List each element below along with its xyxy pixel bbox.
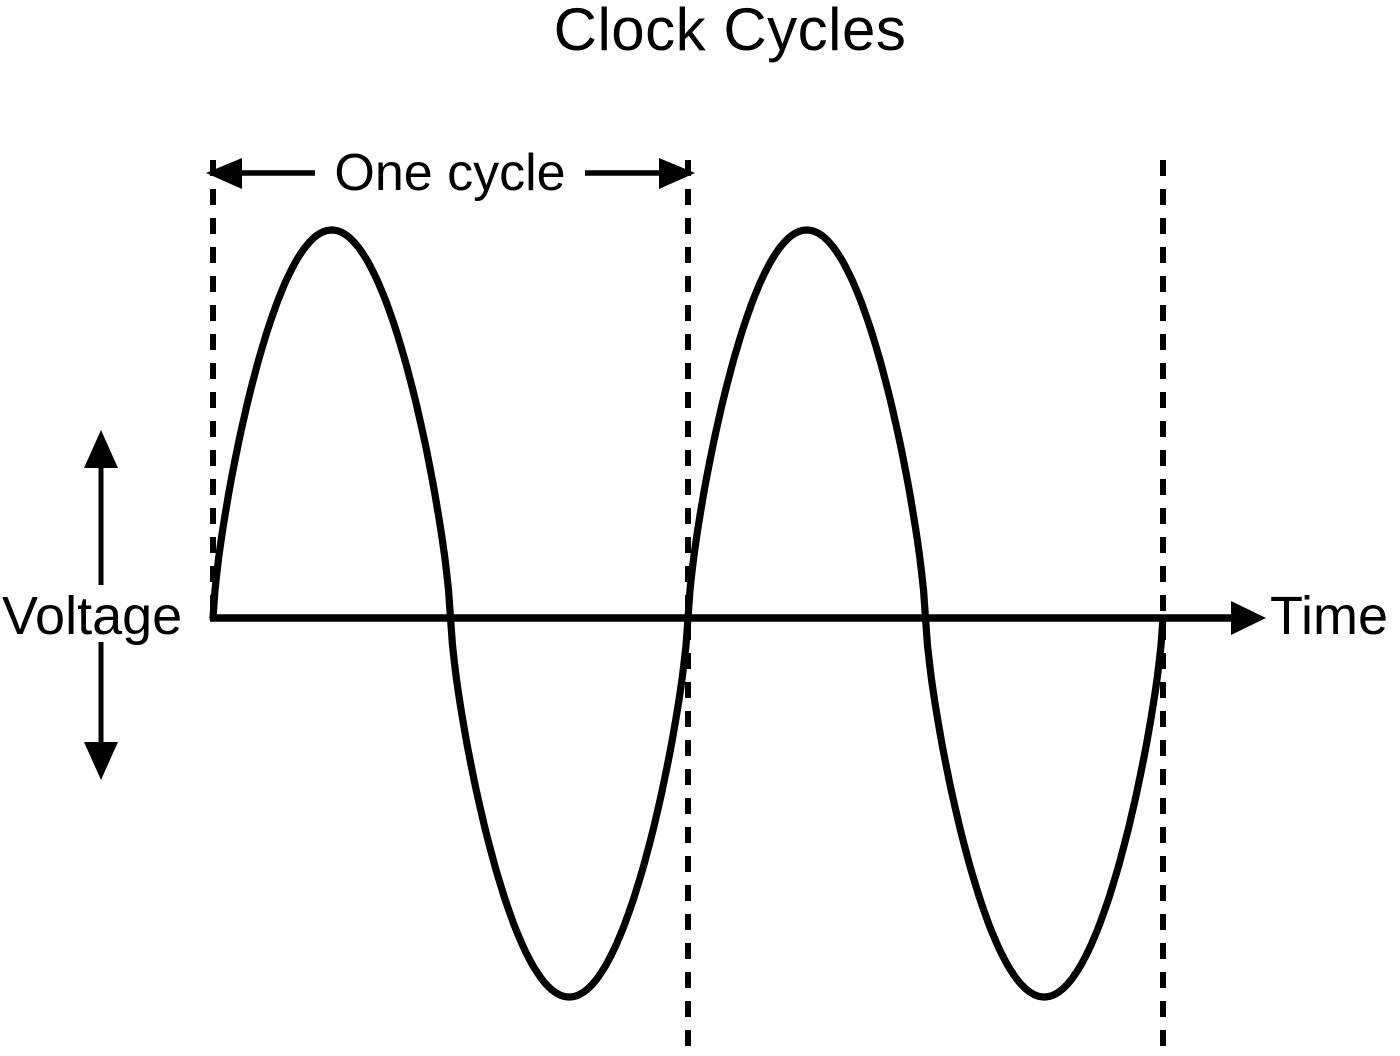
svg-text:Voltage: Voltage (2, 586, 182, 646)
svg-text:Time: Time (1270, 586, 1388, 646)
svg-text:One cycle: One cycle (334, 144, 565, 202)
